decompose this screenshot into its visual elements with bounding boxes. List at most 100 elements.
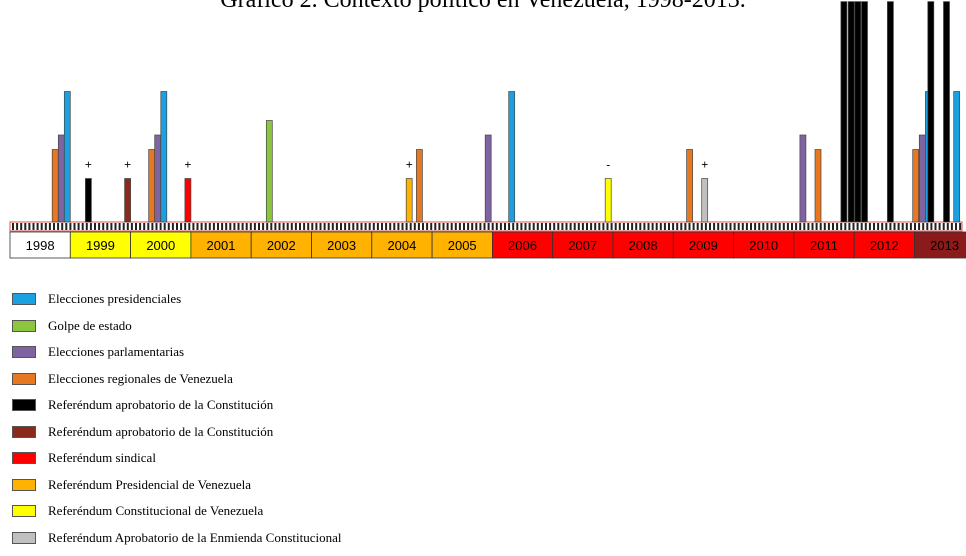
event-bar (125, 179, 131, 223)
legend-label: Referéndum aprobatorio de la Constitució… (48, 397, 273, 413)
tick-mark (676, 223, 678, 230)
tick-mark (607, 223, 609, 230)
event-marks: ++++-+ (85, 158, 708, 172)
tick-mark (930, 223, 932, 230)
tick-mark (758, 223, 760, 230)
tick-mark (49, 223, 51, 230)
tick-mark (861, 223, 863, 230)
tick-mark (69, 223, 71, 230)
tick-mark (201, 223, 203, 230)
tick-mark (406, 223, 408, 230)
tick-mark (639, 223, 641, 230)
tick-mark (918, 223, 920, 230)
tick-mark (250, 223, 252, 230)
tick-mark (631, 223, 633, 230)
tick-mark (701, 223, 703, 230)
tick-mark (566, 223, 568, 230)
tick-mark (750, 223, 752, 230)
tick-mark (680, 223, 682, 230)
tick-mark (393, 223, 395, 230)
legend-swatch (12, 293, 36, 305)
tick-mark (242, 223, 244, 230)
year-label-2004: 2004 (387, 238, 416, 253)
event-bar (887, 2, 893, 222)
tick-mark (147, 223, 149, 230)
tick-mark (525, 223, 527, 230)
tick-mark (102, 223, 104, 230)
tick-mark (422, 223, 424, 230)
legend-swatch (12, 399, 36, 411)
event-bar (944, 2, 950, 222)
tick-mark (443, 223, 445, 230)
tick-mark (529, 223, 531, 230)
year-label-2002: 2002 (267, 238, 296, 253)
tick-mark (418, 223, 420, 230)
tick-mark (549, 223, 551, 230)
tick-mark (197, 223, 199, 230)
tick-mark (188, 223, 190, 230)
tick-mark (795, 223, 797, 230)
legend-swatch (12, 320, 36, 332)
tick-mark (172, 223, 174, 230)
year-label-2009: 2009 (689, 238, 718, 253)
tick-mark (533, 223, 535, 230)
event-bar (913, 150, 919, 223)
tick-mark (545, 223, 547, 230)
year-label-2013: 2013 (930, 238, 959, 253)
tick-mark (479, 223, 481, 230)
tick-mark (582, 223, 584, 230)
timeline-tick-strip (10, 222, 962, 231)
tick-mark (246, 223, 248, 230)
tick-mark (816, 223, 818, 230)
tick-mark (373, 223, 375, 230)
tick-mark (660, 223, 662, 230)
tick-mark (516, 223, 518, 230)
event-bar (58, 135, 64, 222)
tick-mark (787, 223, 789, 230)
tick-mark (623, 223, 625, 230)
event-bar (64, 92, 70, 223)
tick-mark (176, 223, 178, 230)
tick-mark (738, 223, 740, 230)
tick-mark (369, 223, 371, 230)
tick-mark (824, 223, 826, 230)
tick-mark (725, 223, 727, 230)
tick-mark (332, 223, 334, 230)
event-bar (406, 179, 412, 223)
tick-mark (869, 223, 871, 230)
tick-mark (885, 223, 887, 230)
tick-mark (160, 223, 162, 230)
event-bar (815, 150, 821, 223)
tick-mark (910, 223, 912, 230)
event-bar (954, 92, 960, 223)
tick-mark (238, 223, 240, 230)
year-label-2000: 2000 (146, 238, 175, 253)
tick-mark (254, 223, 256, 230)
tick-mark (467, 223, 469, 230)
tick-mark (570, 223, 572, 230)
tick-mark (537, 223, 539, 230)
tick-mark (340, 223, 342, 230)
tick-mark (865, 223, 867, 230)
tick-mark (389, 223, 391, 230)
tick-mark (143, 223, 145, 230)
tick-mark (689, 223, 691, 230)
tick-mark (590, 223, 592, 230)
tick-mark (94, 223, 96, 230)
tick-mark (734, 223, 736, 230)
legend-swatch (12, 426, 36, 438)
tick-mark (361, 223, 363, 230)
tick-mark (127, 223, 129, 230)
tick-mark (377, 223, 379, 230)
year-label-2006: 2006 (508, 238, 537, 253)
event-bar (155, 135, 161, 222)
year-label-2005: 2005 (448, 238, 477, 253)
tick-mark (225, 223, 227, 230)
tick-mark (57, 223, 59, 230)
tick-mark (717, 223, 719, 230)
legend-label: Referéndum aprobatorio de la Constitució… (48, 424, 273, 440)
tick-mark (959, 223, 961, 230)
event-mark: + (406, 158, 413, 172)
tick-mark (455, 223, 457, 230)
